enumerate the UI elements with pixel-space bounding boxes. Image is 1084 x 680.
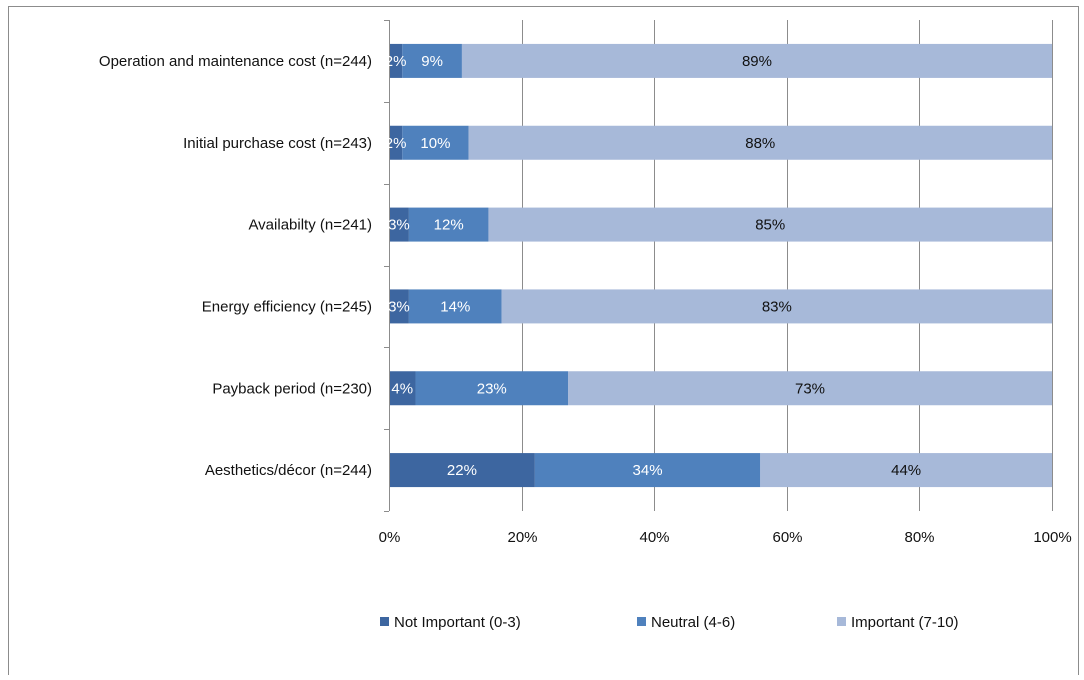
data-label: 23% — [477, 380, 507, 397]
data-label: 83% — [762, 298, 792, 315]
data-label: 4% — [391, 380, 413, 397]
bar-segment — [389, 125, 403, 160]
x-tick-label: 100% — [1033, 529, 1071, 546]
bars — [389, 43, 1053, 488]
x-tick-label: 80% — [904, 529, 934, 546]
data-label: 88% — [745, 135, 775, 152]
bar-segment — [760, 453, 1052, 488]
axes — [384, 20, 390, 512]
bar-segment — [568, 371, 1052, 406]
bar-segment — [488, 207, 1052, 242]
category-label: Aesthetics/décor (n=244) — [205, 462, 372, 479]
category-label: Operation and maintenance cost (n=244) — [99, 53, 372, 70]
bar-segment — [468, 125, 1052, 160]
data-label: 2% — [385, 53, 407, 70]
legend-label: Important (7-10) — [851, 614, 959, 631]
legend-swatch — [837, 617, 846, 626]
category-label: Availabilty (n=241) — [248, 217, 372, 234]
category-label: Payback period (n=230) — [212, 380, 372, 397]
data-label: 89% — [742, 53, 772, 70]
data-label: 9% — [421, 53, 443, 70]
data-label: 34% — [633, 462, 663, 479]
x-tick-label: 0% — [379, 529, 401, 546]
data-label: 3% — [388, 298, 410, 315]
data-label: 85% — [755, 217, 785, 234]
data-label: 3% — [388, 217, 410, 234]
bar-segment — [408, 207, 489, 242]
x-tick-label: 40% — [639, 529, 669, 546]
category-label: Initial purchase cost (n=243) — [183, 135, 372, 152]
bar-segment — [408, 289, 502, 324]
bar-segment — [389, 289, 409, 324]
data-label: 44% — [891, 462, 921, 479]
labels: 0% 20% 40% 60% 80% 100% Operation and maintena… — [99, 53, 1072, 546]
bar-segment — [534, 453, 761, 488]
data-label: 14% — [440, 298, 470, 315]
bar-segment — [501, 289, 1053, 324]
bar-segment — [461, 43, 1052, 78]
legend: Not Important (0-3) Neutral (4-6) Importan… — [380, 614, 959, 631]
bar-segment — [389, 371, 416, 406]
chart-border — [8, 6, 1079, 677]
grid-lines — [522, 20, 1053, 511]
bar-segment — [389, 43, 403, 78]
data-label: 73% — [795, 380, 825, 397]
x-tick-label: 20% — [507, 529, 537, 546]
data-label: 12% — [434, 217, 464, 234]
bar-segment — [389, 453, 535, 488]
bar-segment — [402, 125, 469, 160]
legend-label: Not Important (0-3) — [394, 614, 521, 631]
legend-label: Neutral (4-6) — [651, 614, 735, 631]
data-label: 2% — [385, 135, 407, 152]
bar-segment — [389, 207, 409, 242]
bar-segment — [415, 371, 569, 406]
data-label: 22% — [447, 462, 477, 479]
category-label: Energy efficiency (n=245) — [202, 298, 372, 315]
legend-swatch — [380, 617, 389, 626]
data-label: 10% — [420, 135, 450, 152]
legend-swatch — [637, 617, 646, 626]
bar-segment — [402, 43, 462, 78]
x-tick-label: 60% — [772, 529, 802, 546]
